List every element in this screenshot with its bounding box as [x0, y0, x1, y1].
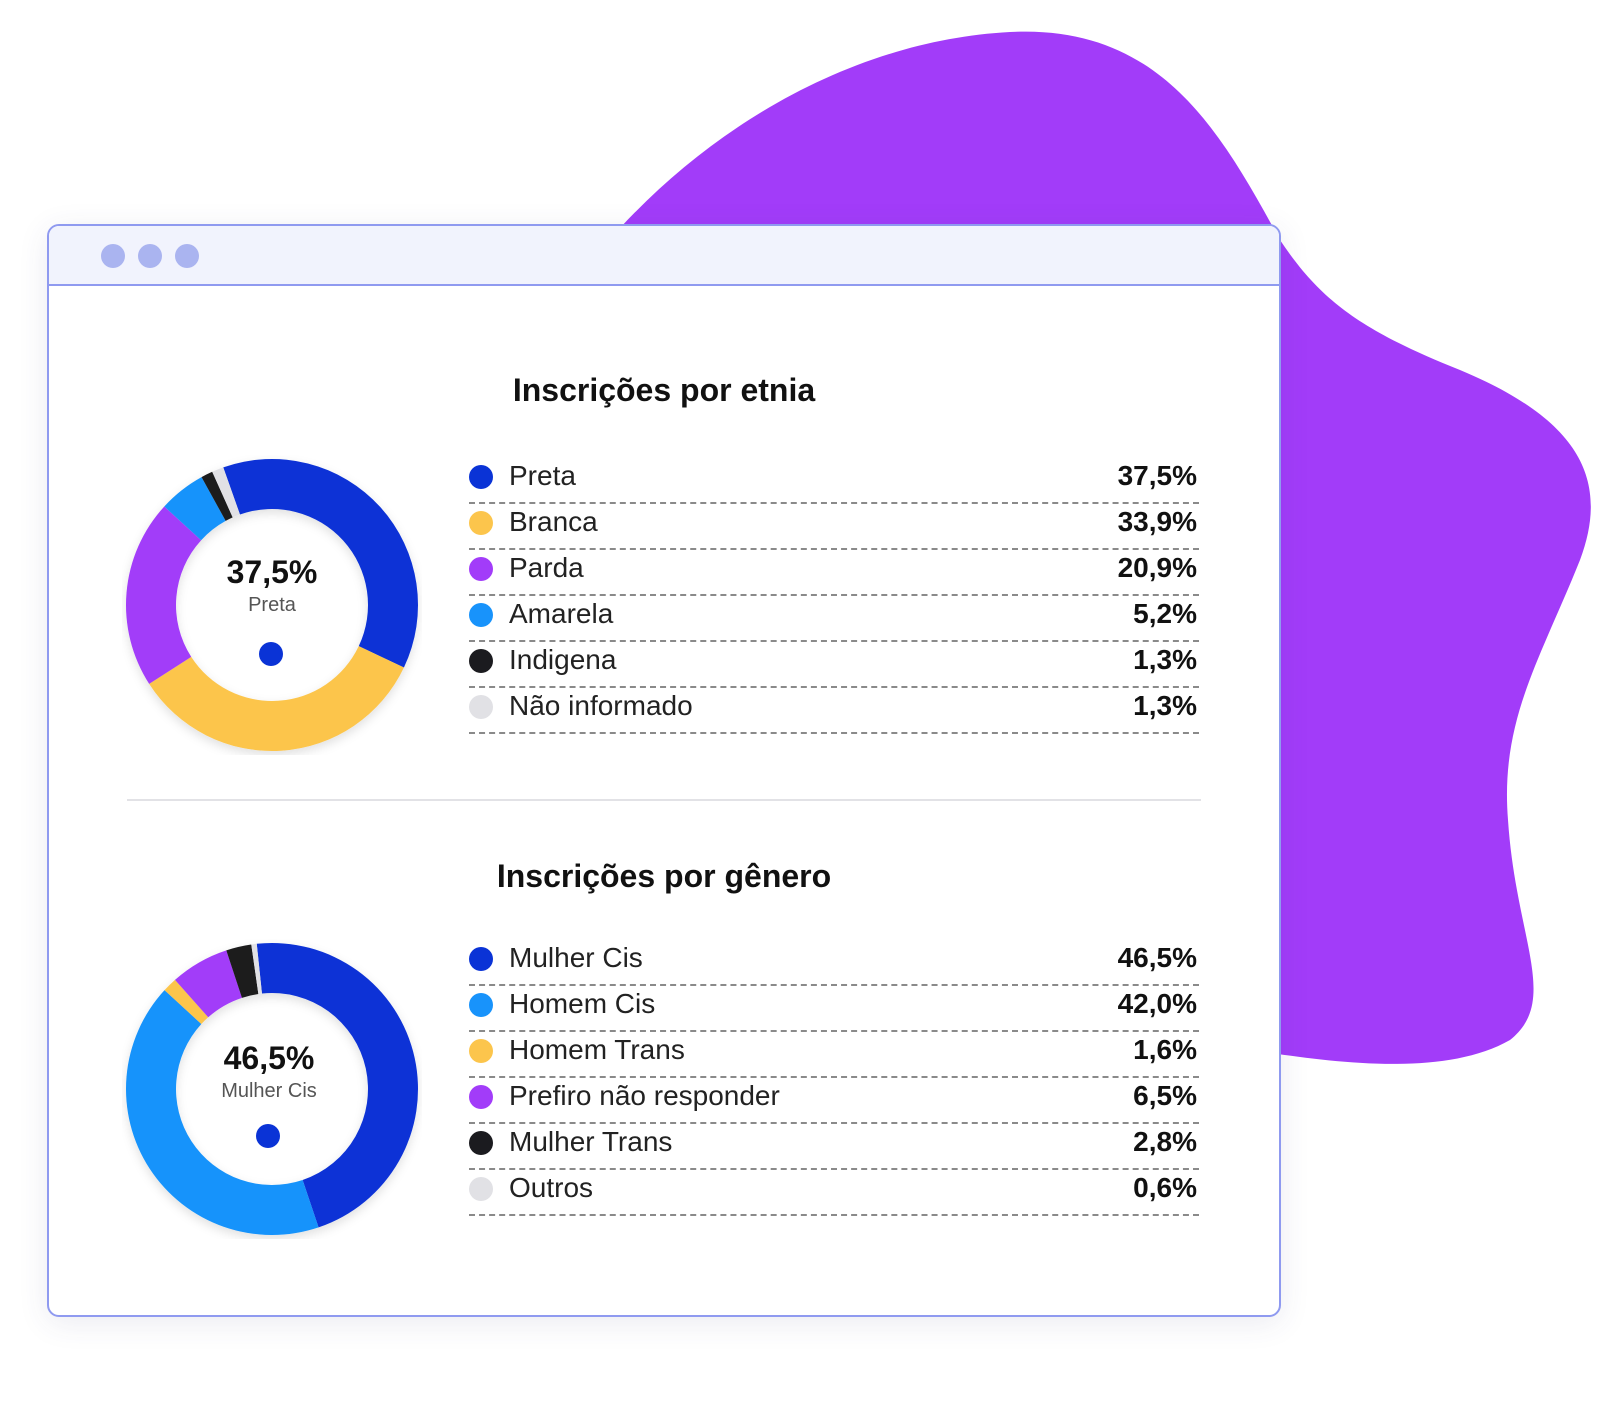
- gender-legend: Mulher Cis 46,5% Homem Cis 42,0% Homem Trans…: [469, 940, 1199, 1216]
- gender-donut-chart: [126, 943, 418, 1235]
- legend-swatch: [469, 465, 493, 489]
- ethnicity-legend: Preta 37,5% Branca 33,9% Parda 20,9% Amarela 5,…: [469, 458, 1199, 734]
- window-dot: [101, 244, 125, 268]
- legend-label: Amarela: [509, 598, 614, 629]
- legend-label: Preta: [509, 460, 576, 491]
- donut-slice: [149, 646, 404, 751]
- legend-value: 46,5%: [1117, 942, 1197, 973]
- legend-label: Outros: [509, 1172, 594, 1203]
- legend-value: 1,3%: [1133, 690, 1197, 721]
- legend-row: Outros 0,6%: [469, 1170, 1199, 1216]
- legend-value: 0,6%: [1133, 1172, 1197, 1203]
- legend-row: Amarela 5,2%: [469, 596, 1199, 642]
- legend-label: Homem Cis: [509, 988, 656, 1019]
- legend-row: Branca 33,9%: [469, 504, 1199, 550]
- donut-slice: [256, 943, 418, 1228]
- legend-row: Não informado 1,3%: [469, 688, 1199, 734]
- legend-swatch: [469, 511, 493, 535]
- legend-label: Branca: [509, 506, 598, 537]
- legend-label: Prefiro não responder: [509, 1080, 780, 1111]
- legend-row: Homem Trans 1,6%: [469, 1032, 1199, 1078]
- ethnicity-donut-chart: [125, 459, 418, 751]
- legend-value: 1,3%: [1133, 644, 1197, 675]
- legend-label: Não informado: [509, 690, 693, 721]
- legend-label: Homem Trans: [509, 1034, 685, 1065]
- legend-value: 6,5%: [1133, 1080, 1197, 1111]
- blob-shape: [620, 31, 1591, 1064]
- legend-row: Preta 37,5%: [469, 458, 1199, 504]
- legend-swatch: [469, 603, 493, 627]
- browser-window: Inscrições por etnia 37,5% Preta Preta 37…: [47, 224, 1281, 1317]
- legend-swatch: [469, 1085, 493, 1109]
- legend-label: Parda: [509, 552, 584, 583]
- legend-swatch: [469, 993, 493, 1017]
- legend-label: Mulher Cis: [509, 942, 643, 973]
- legend-swatch: [469, 557, 493, 581]
- legend-swatch: [469, 1131, 493, 1155]
- donut-center-label: Mulher Cis: [221, 1080, 317, 1102]
- legend-value: 42,0%: [1117, 988, 1197, 1019]
- donut-center-dot: [259, 642, 283, 666]
- legend-swatch: [469, 695, 493, 719]
- legend-swatch: [469, 649, 493, 673]
- legend-row: Mulher Cis 46,5%: [469, 940, 1199, 986]
- legend-row: Homem Cis 42,0%: [469, 986, 1199, 1032]
- legend-row: Prefiro não responder 6,5%: [469, 1078, 1199, 1124]
- legend-value: 20,9%: [1117, 552, 1197, 583]
- legend-value: 37,5%: [1117, 460, 1197, 491]
- donut-slice: [226, 944, 259, 998]
- section-title: Inscrições por etnia: [512, 372, 816, 408]
- donut-slice: [174, 950, 242, 1018]
- donut-slice: [201, 471, 233, 521]
- donut-slice: [251, 943, 262, 994]
- window-dot: [138, 244, 162, 268]
- donut-slice: [126, 990, 319, 1235]
- donut-center-value: 46,5%: [223, 1040, 315, 1076]
- window-dot: [175, 244, 199, 268]
- legend-row: Parda 20,9%: [469, 550, 1199, 596]
- donut-slice: [212, 467, 240, 518]
- legend-value: 33,9%: [1117, 506, 1197, 537]
- legend-value: 1,6%: [1133, 1034, 1197, 1065]
- section-divider: [127, 799, 1201, 801]
- legend-swatch: [469, 947, 493, 971]
- legend-row: Indigena 1,3%: [469, 642, 1199, 688]
- donut-slice: [125, 506, 202, 684]
- legend-label: Indigena: [509, 644, 617, 675]
- donut-slice: [164, 477, 226, 541]
- window-titlebar: [49, 226, 1279, 286]
- legend-value: 2,8%: [1133, 1126, 1197, 1157]
- donut-center-dot: [256, 1124, 280, 1148]
- legend-swatch: [469, 1177, 493, 1201]
- legend-label: Mulher Trans: [509, 1126, 673, 1157]
- legend-value: 5,2%: [1133, 598, 1197, 629]
- donut-center-value: 37,5%: [226, 554, 318, 590]
- legend-row: Mulher Trans 2,8%: [469, 1124, 1199, 1170]
- donut-center-label: Preta: [248, 594, 296, 616]
- legend-swatch: [469, 1039, 493, 1063]
- section-title: Inscrições por gênero: [496, 858, 832, 894]
- donut-slice: [223, 459, 418, 668]
- donut-slice: [164, 979, 209, 1025]
